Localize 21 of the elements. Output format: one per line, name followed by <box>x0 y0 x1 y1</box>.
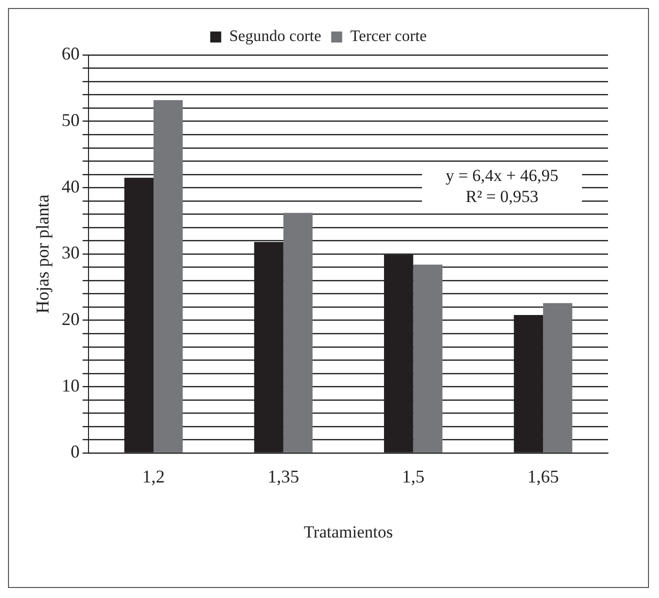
y-tick-label: 60 <box>62 44 80 64</box>
bar <box>543 303 572 452</box>
bar <box>413 264 442 452</box>
bar <box>154 100 183 452</box>
y-tick-label: 10 <box>62 375 80 396</box>
x-tick-label: 1,2 <box>142 466 165 487</box>
legend-label: Segundo corte <box>229 28 322 46</box>
y-tick-label: 30 <box>62 242 80 263</box>
annotation: y = 6,4x + 46,95 <box>444 165 560 186</box>
annotation: R² = 0,953 <box>464 186 540 207</box>
y-axis-title: Hojas por planta <box>32 194 53 314</box>
y-tick-label: 20 <box>62 309 80 330</box>
x-axis-title: Tratamientos <box>304 522 393 542</box>
y-tick-label: 40 <box>62 176 80 196</box>
legend-label: Tercer corte <box>350 28 427 46</box>
x-tick-label: 1,35 <box>268 466 300 487</box>
x-tick-label: 1,5 <box>402 466 424 487</box>
y-tick-label: 50 <box>62 110 80 130</box>
bar <box>283 212 313 452</box>
y-tick-label: 0 <box>70 442 80 462</box>
x-tick-label: 1,65 <box>527 466 559 487</box>
